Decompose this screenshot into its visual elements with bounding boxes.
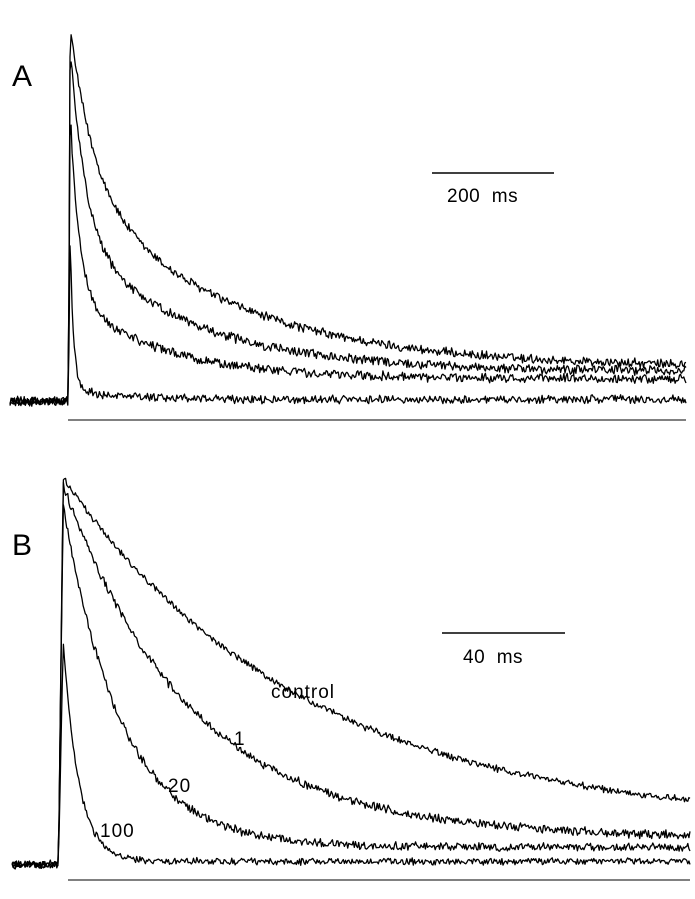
trace-label-20: 20 — [168, 776, 191, 797]
panel-b-traces — [11, 477, 691, 870]
panel-a-label: A — [12, 60, 32, 93]
trace-label-1: 1 — [234, 729, 246, 750]
trace-a-3-line — [9, 124, 687, 407]
panel-b-label: B — [12, 529, 32, 562]
trace-label-100: 100 — [100, 821, 135, 842]
panel-a-traces — [9, 34, 687, 407]
trace-1-line — [11, 481, 691, 869]
trace-100-line — [11, 643, 691, 870]
trace-a-2-line — [9, 61, 687, 407]
trace-a-4-line — [9, 245, 687, 406]
trace-20-line — [11, 504, 691, 870]
panel-b: B 40 ms control 1 20 100 — [11, 477, 691, 881]
trace-label-control: control — [271, 682, 335, 703]
panel-a-scale-label: 200 ms — [447, 186, 518, 207]
trace-a-1-line — [9, 34, 687, 407]
trace-control-line — [11, 477, 691, 869]
panel-b-scale-label: 40 ms — [463, 647, 523, 668]
panel-a: A 200 ms — [9, 34, 687, 421]
